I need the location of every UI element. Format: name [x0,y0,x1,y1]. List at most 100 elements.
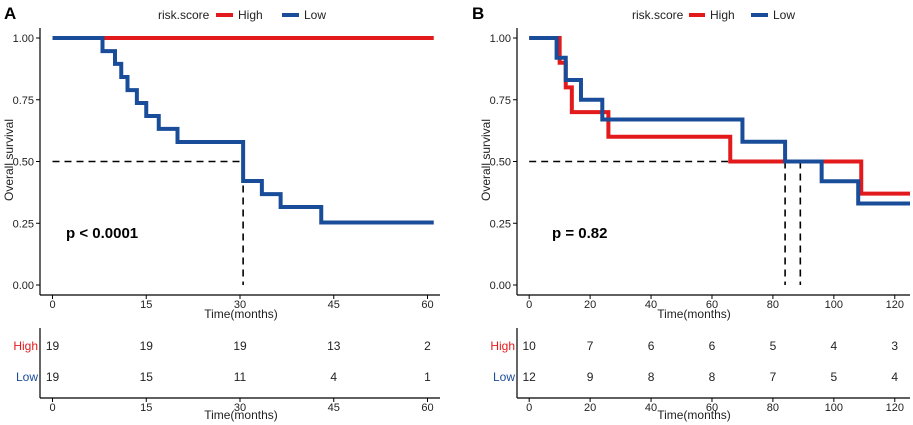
panel-a-risk-label-high: High [13,339,38,353]
panel-a-curves [52,36,434,225]
panel-a-y-ticks: 0.00 0.25 0.50 0.75 1.00 [13,33,40,292]
panel-b-y-title: Overall survival [479,119,493,201]
panel-b-curves [529,36,910,206]
panel-a-legend-title: risk.score [158,8,210,22]
panel-b-risk-value-low: 8 [648,370,655,384]
panel-a-risk-value-high: 2 [424,339,431,353]
panel-b-x-tick-label: 20 [584,299,596,311]
panel-b-legend-high-label: High [710,8,735,22]
panel-a: A risk.score High Low Overall survival T… [2,4,440,422]
panel-b-y-ticks: 0.00 0.25 0.50 0.75 1.00 [490,33,517,292]
panel-b-y-tick-label: 0.00 [490,280,511,292]
panel-a-risk-x-tick-label: 30 [234,402,246,414]
panel-b-risk-value-high: 10 [523,339,537,353]
panel-b-y-tick-label: 0.75 [490,95,511,107]
panel-a-y-tick-label: 0.50 [13,157,34,169]
panel-b-y-tick-label: 0.25 [490,218,511,230]
panel-a-x-ticks: 0 15 30 45 60 [49,295,434,311]
panel-a-x-title: Time(months) [204,307,278,321]
panel-a-x-tick-label: 60 [421,299,433,311]
panel-a-x-tick-label: 0 [49,299,55,311]
panel-b-x-title: Time(months) [657,307,731,321]
panel-a-x-tick-label: 45 [328,299,340,311]
panel-b-risk-x-tick-label: 100 [825,402,843,414]
panel-a-y-tick-label: 0.25 [13,218,34,230]
panel-b-risk-value-low: 9 [587,370,594,384]
panel-a-risk-value-low: 19 [46,370,60,384]
panel-a-risk-value-low: 15 [140,370,154,384]
panel-a-risk-x-title: Time(months) [204,408,278,422]
panel-a-letter: A [4,4,16,23]
panel-a-curve-low [52,36,434,225]
panel-b-letter: B [472,4,484,23]
panel-b-risk-x-tick-label: 40 [645,402,657,414]
panel-a-y-tick-label: 1.00 [13,33,34,45]
panel-b-risk-value-low: 5 [830,370,837,384]
panel-b-risk-value-low: 8 [709,370,716,384]
panel-b-y-tick-label: 1.00 [490,33,511,45]
panel-b-pvalue: p = 0.82 [552,225,607,242]
panel-b-legend: risk.score High Low [632,8,795,22]
panel-a-risk-value-high: 19 [233,339,247,353]
panel-a-risk-label-low: Low [16,370,38,384]
panel-b-x-tick-label: 80 [767,299,779,311]
panel-b-risk-value-high: 3 [891,339,898,353]
panel-b-risk-x-tick-label: 0 [526,402,532,414]
panel-b-curve-low [529,36,910,206]
panel-a-risk-value-high: 13 [327,339,341,353]
panel-b-x-tick-label: 40 [645,299,657,311]
panel-a-x-tick-label: 15 [140,299,152,311]
panel-a-pvalue: p < 0.0001 [66,225,138,242]
panel-b-risk-x-ticks: 0 20 40 60 80 100 120 [526,398,904,414]
panel-b-y-tick-label: 0.50 [490,157,511,169]
panel-b-risk-value-high: 5 [770,339,777,353]
panel-b-risk-label-low: Low [493,370,515,384]
panel-a-risk-x-ticks: 0 15 30 45 60 [49,398,434,414]
panel-b-x-tick-label: 120 [886,299,904,311]
panel-b-x-tick-label: 0 [526,299,532,311]
panel-a-risk-value-low: 1 [424,370,431,384]
panel-b-x-tick-label: 60 [706,299,718,311]
panel-b-legend-low-label: Low [773,8,795,22]
panel-a-risk-x-tick-label: 60 [421,402,433,414]
panel-a-x-tick-label: 30 [234,299,246,311]
panel-a-risk-value-low: 11 [234,370,247,384]
panel-a-risk-x-tick-label: 45 [328,402,340,414]
panel-b-risk-x-tick-label: 20 [584,402,596,414]
panel-b-risk-x-title: Time(months) [657,408,731,422]
panel-b-risk-value-high: 4 [830,339,837,353]
panel-a-median-lines [52,160,244,285]
panel-a-legend: risk.score High Low [158,8,326,22]
panel-b: B risk.score High Low Overall survival T… [472,4,910,422]
panel-b-risk-value-low: 4 [891,370,898,384]
panel-b-risk-values: 10 7 6 6 5 4 3 12 9 8 8 7 5 4 [523,339,899,384]
panel-b-risk-value-high: 7 [587,339,594,353]
panel-b-legend-title: risk.score [632,8,684,22]
panel-a-risk-value-high: 19 [46,339,60,353]
panel-a-risk-table: High Low 19 19 19 13 2 19 15 11 4 1 0 15 30 45 60 Tim… [13,328,440,422]
panel-b-median-lines [529,160,802,285]
panel-a-risk-x-tick-label: 15 [140,402,152,414]
panel-b-risk-x-tick-label: 60 [706,402,718,414]
panel-b-x-tick-label: 100 [825,299,843,311]
panel-a-risk-value-high: 19 [140,339,154,353]
panel-a-risk-value-low: 4 [330,370,337,384]
panel-b-risk-value-high: 6 [709,339,716,353]
panel-a-risk-x-tick-label: 0 [49,402,55,414]
panel-b-x-ticks: 0 20 40 60 80 100 120 [526,295,904,311]
panel-b-risk-label-high: High [490,339,515,353]
panel-b-risk-value-low: 12 [523,370,537,384]
panel-a-y-title: Overall survival [2,119,16,201]
panel-b-risk-value-high: 6 [648,339,655,353]
panel-b-risk-x-tick-label: 120 [886,402,904,414]
panel-a-legend-low-label: Low [304,8,326,22]
panel-a-y-tick-label: 0.75 [13,95,34,107]
panel-a-legend-high-label: High [238,8,263,22]
panel-b-risk-value-low: 7 [770,370,777,384]
panel-a-risk-values: 19 19 19 13 2 19 15 11 4 1 [46,339,431,384]
panel-a-y-tick-label: 0.00 [13,280,34,292]
panel-b-curve-high [529,36,910,196]
panel-b-risk-table: High Low 10 7 6 6 5 4 3 12 9 8 8 7 5 4 0 20 40 60 80 100 12… [490,328,910,422]
panel-b-risk-x-tick-label: 80 [767,402,779,414]
